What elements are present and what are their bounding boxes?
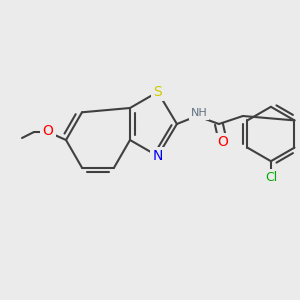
Text: O: O bbox=[43, 124, 53, 138]
Text: Cl: Cl bbox=[265, 171, 277, 184]
Text: N: N bbox=[152, 149, 163, 163]
Text: O: O bbox=[218, 135, 228, 149]
Text: S: S bbox=[153, 85, 162, 99]
Text: NH: NH bbox=[190, 108, 207, 118]
